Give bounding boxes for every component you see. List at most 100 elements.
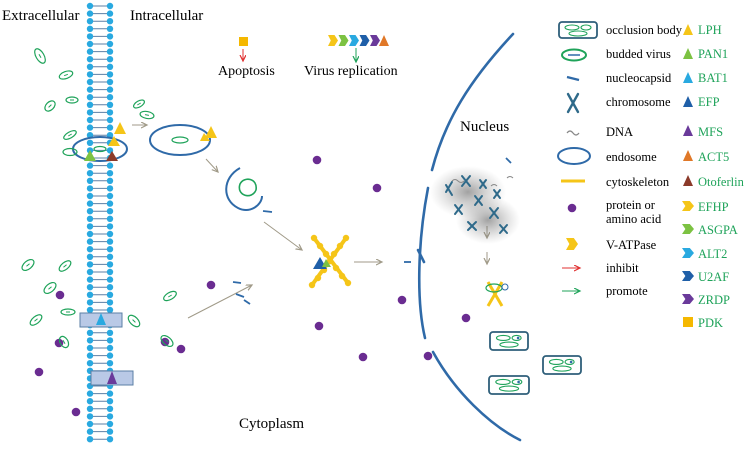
chromosome [445, 181, 453, 193]
lipid-head [106, 268, 114, 276]
lipid-head [86, 238, 94, 245]
replication-chevron [328, 35, 338, 46]
nucleus-label: Nucleus [460, 119, 510, 135]
budded-virus-core [62, 340, 66, 344]
legend-triangle-icon [683, 48, 693, 59]
fusing-endosome [225, 167, 273, 213]
lipid-head [86, 116, 94, 124]
legend-bat1: BAT1 [698, 71, 728, 85]
nucleocapsid-group [232, 157, 512, 305]
protein-dot [55, 290, 65, 300]
lipid-head [86, 405, 94, 412]
virion [495, 378, 511, 386]
virus-replication-signal [328, 35, 389, 46]
endosome-membrane [62, 122, 128, 162]
budded-virus [63, 130, 77, 140]
membrane-transporter-1 [79, 312, 123, 328]
lipid-head [86, 337, 94, 344]
lipid-head [106, 284, 114, 291]
chromosome-cluster [430, 166, 520, 244]
legend-alt2: ALT2 [698, 247, 728, 261]
virion [511, 378, 523, 386]
budded-virus [60, 308, 76, 316]
legend-otoferlin: Otoferlin [698, 175, 744, 189]
legend-chevron-icon [682, 224, 694, 234]
legend-v-atpase: V-ATPase [606, 238, 657, 252]
protein-dot [314, 321, 324, 331]
lipid-head [106, 56, 114, 63]
lipid-head [106, 124, 114, 131]
lipid-head [106, 223, 114, 230]
legend-square-icon [683, 317, 693, 327]
legend-endosome: endosome [606, 150, 657, 164]
protein-dots [34, 155, 471, 417]
lipid-head [106, 2, 114, 10]
lipid-head [106, 238, 114, 245]
cytoskeleton-bead [322, 250, 330, 258]
lipid-head [106, 246, 114, 253]
lipid-head [106, 78, 114, 86]
budded-virus-core [34, 318, 38, 322]
lipid-head [106, 428, 114, 435]
lipid-head [106, 405, 114, 412]
chromosome [474, 195, 483, 206]
budded-virus-dots [21, 48, 177, 349]
virus-replication-label: Virus replication [304, 64, 398, 79]
endosome-cytoplasm [149, 124, 217, 156]
protein-dot [160, 337, 170, 347]
lipid-head [86, 18, 94, 25]
legend-pdk: PDK [698, 316, 724, 330]
virion [580, 24, 592, 31]
chromosome [479, 179, 487, 189]
lipid-head [86, 436, 94, 443]
budded-virus [34, 48, 46, 64]
budded-virus-core [144, 114, 150, 116]
cytoskeleton-bead [336, 242, 344, 250]
legend-triangle-icon [683, 96, 693, 107]
occlusion-body [489, 331, 529, 351]
lipid-head [86, 162, 94, 169]
legend-triangle-icon [683, 72, 693, 83]
nuclear-cytoskeleton [485, 281, 509, 307]
lipid-head [86, 230, 94, 238]
protein-dot [176, 344, 186, 354]
lipid-head [106, 40, 114, 48]
lipid-head [86, 208, 94, 215]
cytoskeleton-bead [332, 264, 340, 272]
lipid-head [86, 200, 94, 207]
budded-virus [58, 335, 70, 349]
budded-virus [29, 314, 43, 326]
lipid-head [106, 101, 114, 109]
virion [552, 365, 572, 372]
nuclear-envelope [416, 32, 522, 442]
chromosome [454, 204, 463, 215]
replication-triangle [379, 35, 389, 46]
lipid-head [86, 291, 94, 298]
lipid-head [86, 284, 94, 291]
budded-virus [43, 281, 57, 295]
lipid-head [86, 25, 94, 32]
virion [495, 334, 511, 342]
lipid-head [106, 25, 114, 32]
lipid-head [86, 63, 94, 70]
lipid-head [106, 116, 114, 124]
lipid-head [106, 337, 114, 344]
lipid-head [86, 2, 94, 10]
occlusion-body-shell [542, 355, 582, 375]
lipid-head [106, 360, 114, 367]
virion [511, 334, 522, 342]
lipid-head [106, 71, 114, 78]
apoptosis-signal [239, 37, 248, 61]
cytoplasm-label: Cytoplasm [239, 416, 305, 432]
legend-nucleocapsid: nucleocapsid [606, 71, 672, 85]
lipid-head [86, 253, 94, 260]
lipid-head [86, 109, 94, 116]
budded-virus [44, 100, 56, 112]
chromosome [499, 224, 508, 234]
budded-virus [163, 290, 177, 302]
legend-triangle-icon [683, 175, 693, 186]
lipid-head [86, 185, 94, 192]
lipid-head [86, 86, 94, 93]
lipid-head [106, 63, 114, 70]
lipid-head [106, 215, 114, 222]
